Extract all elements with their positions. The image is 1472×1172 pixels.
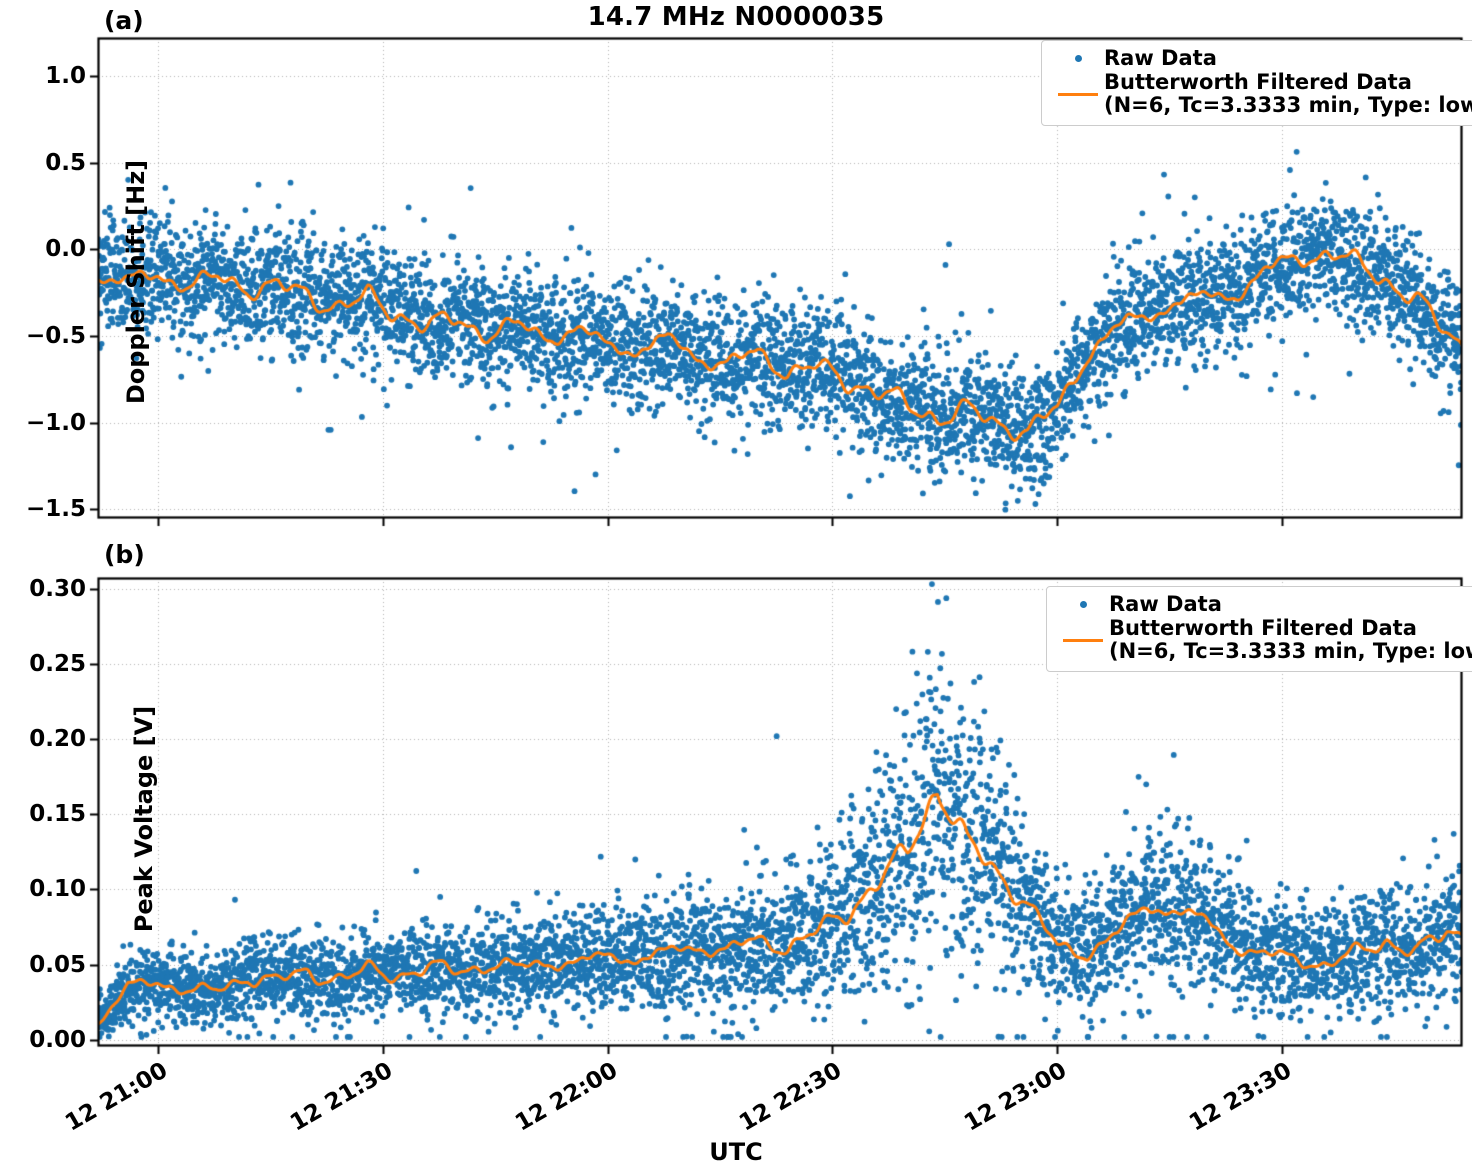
y-tick-label-panel-b: 0.20 [29,726,86,753]
legend-label-filtered-line1: Butterworth Filtered Data [1109,615,1417,640]
legend-label-filtered-data: Butterworth Filtered Data (N=6, Tc=3.3333… [1109,615,1472,664]
legend-label-filtered-line2: (N=6, Tc=3.3333 min, Type: low) [1104,93,1472,118]
y-tick-label-panel-a: 0.0 [45,236,86,263]
y-tick-label-panel-b: 0.30 [29,575,86,602]
legend-panel-a: Raw Data Butterworth Filtered Data (N=6, … [1041,40,1472,126]
legend-row-filtered-data: Butterworth Filtered Data (N=6, Tc=3.3333… [1052,69,1472,118]
y-tick-label-panel-b: 0.05 [29,951,86,978]
legend-label-raw-data: Raw Data [1104,46,1217,70]
y-tick-label-panel-b: 0.25 [29,650,86,677]
legend-line-swatch-icon [1057,638,1109,642]
legend-marker-dot-icon [1057,601,1109,609]
legend-row-raw-data: Raw Data [1052,46,1472,71]
y-tick-label-panel-a: −1.5 [25,496,86,523]
legend-label-filtered-line2: (N=6, Tc=3.3333 min, Type: low) [1109,639,1472,664]
y-tick-label-panel-b: 0.10 [29,876,86,903]
y-tick-label-panel-a: 0.5 [45,149,86,176]
legend-label-filtered-line1: Butterworth Filtered Data [1104,69,1412,94]
legend-row-raw-data: Raw Data [1057,592,1472,617]
legend-label-filtered-data: Butterworth Filtered Data (N=6, Tc=3.3333… [1104,69,1472,118]
y-tick-label-panel-b: 0.00 [29,1026,86,1053]
y-tick-label-panel-a: 1.0 [45,63,86,90]
legend-row-filtered-data: Butterworth Filtered Data (N=6, Tc=3.3333… [1057,615,1472,664]
legend-marker-dot-icon [1052,55,1104,63]
legend-line-swatch-icon [1052,92,1104,96]
y-tick-label-panel-a: −0.5 [25,323,86,350]
legend-label-raw-data: Raw Data [1109,592,1222,616]
y-tick-label-panel-a: −1.0 [25,409,86,436]
y-tick-label-panel-b: 0.15 [29,801,86,828]
legend-panel-b: Raw Data Butterworth Filtered Data (N=6, … [1046,586,1472,672]
